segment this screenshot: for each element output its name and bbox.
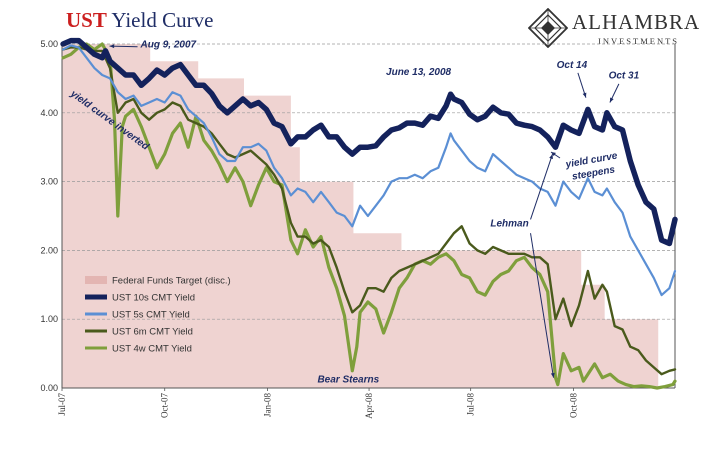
series-line-ten_year xyxy=(60,37,678,247)
x-tick-label: Apr-08 xyxy=(364,393,374,419)
alhambra-diamond-icon xyxy=(528,8,568,48)
series-line-four_week xyxy=(61,42,677,390)
legend-label-fed_funds: Federal Funds Target (disc.) xyxy=(112,276,231,287)
annotation-aug9-arrow-head xyxy=(109,44,115,49)
title-rest: Yield Curve xyxy=(111,8,214,32)
legend-label-five_year: UST 5s CMT Yield xyxy=(112,310,190,321)
fed-funds-target-area xyxy=(62,44,675,388)
annotation-oct31: Oct 31 xyxy=(609,70,640,81)
x-tick-label: Jul-08 xyxy=(466,393,476,416)
alhambra-logo: ALHAMBRA INVESTMENTS xyxy=(528,8,701,48)
y-tick-label: 1.00 xyxy=(40,314,58,324)
title-ust: UST xyxy=(66,8,107,32)
annotation-bear-stearns: Bear Stearns xyxy=(317,374,379,385)
legend-label-ten_year: UST 10s CMT Yield xyxy=(112,293,195,304)
annotation-lehman: Lehman xyxy=(490,218,528,229)
annotation-lehman-arrow-up xyxy=(530,153,554,220)
x-tick-label: Jan-08 xyxy=(262,393,272,417)
y-tick-label: 5.00 xyxy=(40,39,58,49)
annotation-lehman-arrow-up-head xyxy=(549,154,553,160)
annotation-oct14: Oct 14 xyxy=(557,60,588,71)
logo-subtitle: INVESTMENTS xyxy=(598,36,680,46)
series-line-six_month xyxy=(61,46,677,376)
annotation-jun13: June 13, 2008 xyxy=(386,67,451,78)
annotation-aug9-arrow xyxy=(109,45,138,48)
x-tick-label: Oct-08 xyxy=(568,393,578,418)
legend-label-four_week: UST 4w CMT Yield xyxy=(112,344,192,355)
y-tick-label: 3.00 xyxy=(40,177,58,187)
logo-name: ALHAMBRA xyxy=(572,10,701,34)
series-line-five_year xyxy=(61,44,677,297)
legend-label-six_month: UST 6m CMT Yield xyxy=(112,327,193,338)
annotation-oct31-arrow-head xyxy=(609,97,614,103)
x-tick-label: Jul-07 xyxy=(57,393,67,416)
y-tick-label: 0.00 xyxy=(40,383,58,393)
y-tick-label: 2.00 xyxy=(40,245,58,255)
y-tick-label: 4.00 xyxy=(40,108,58,118)
annotation-oct14-arrow-head xyxy=(582,92,587,98)
x-tick-label: Oct-07 xyxy=(160,393,170,418)
annotation-lehman-arrow-down xyxy=(530,233,555,378)
legend-swatch-fed_funds xyxy=(85,276,107,284)
annotation-aug9: Aug 9, 2007 xyxy=(140,39,197,50)
annotation-steepens-arrow-head xyxy=(551,152,556,157)
annotation-lehman-arrow-down-head xyxy=(550,372,555,378)
chart-title: UST Yield Curve xyxy=(66,8,213,33)
